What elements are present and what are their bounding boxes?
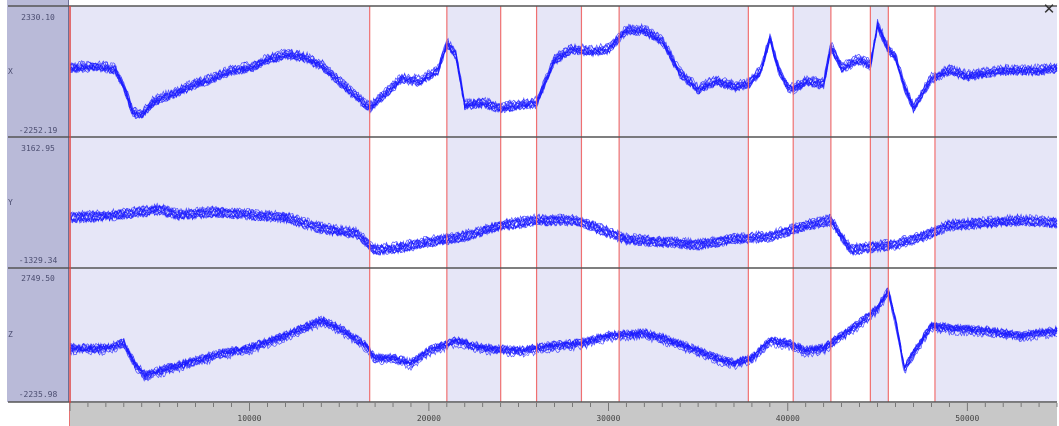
trace-line bbox=[69, 287, 1058, 376]
panel-z-ymax-label: 2749.50 bbox=[21, 274, 55, 283]
trace-line bbox=[69, 25, 1058, 118]
trace-line bbox=[69, 19, 1058, 113]
segment-band bbox=[500, 6, 537, 402]
panel-y-channel-label: Y bbox=[8, 198, 13, 207]
close-icon[interactable]: ✕ bbox=[1042, 0, 1056, 18]
panel-x-ymin-label: -2252.19 bbox=[18, 126, 58, 135]
trace-line bbox=[69, 26, 1058, 119]
segment-band bbox=[536, 6, 582, 402]
panel-x-channel-label: X bbox=[8, 67, 13, 76]
segment-band bbox=[446, 6, 501, 402]
segment-band bbox=[888, 6, 935, 402]
segment-band bbox=[369, 6, 447, 402]
trace-line bbox=[69, 25, 1058, 117]
trace-line bbox=[69, 205, 1058, 252]
panel-z-ymin-label: -2235.98 bbox=[18, 390, 58, 399]
trace-line bbox=[69, 294, 1058, 382]
x-tick-label: 20000 bbox=[417, 414, 441, 423]
x-axis-ruler bbox=[70, 403, 1057, 426]
segment-band bbox=[70, 6, 370, 402]
segment-band bbox=[870, 6, 889, 402]
x-tick-label: 10000 bbox=[237, 414, 261, 423]
x-tick-label: 30000 bbox=[596, 414, 620, 423]
trace-line bbox=[69, 287, 1058, 377]
y-axis-strip bbox=[7, 0, 69, 402]
panel-x-ymax-label: 2330.10 bbox=[21, 13, 55, 22]
panel-y-ymin-label: -1329.34 bbox=[18, 256, 58, 265]
trace-line bbox=[69, 209, 1058, 256]
trace-line bbox=[69, 208, 1058, 255]
panel-z-channel-label: Z bbox=[8, 330, 13, 339]
x-tick-label: 50000 bbox=[955, 414, 979, 423]
segment-band bbox=[793, 6, 831, 402]
x-tick-label: 40000 bbox=[776, 414, 800, 423]
panel-y-ymax-label: 3162.95 bbox=[21, 144, 55, 153]
